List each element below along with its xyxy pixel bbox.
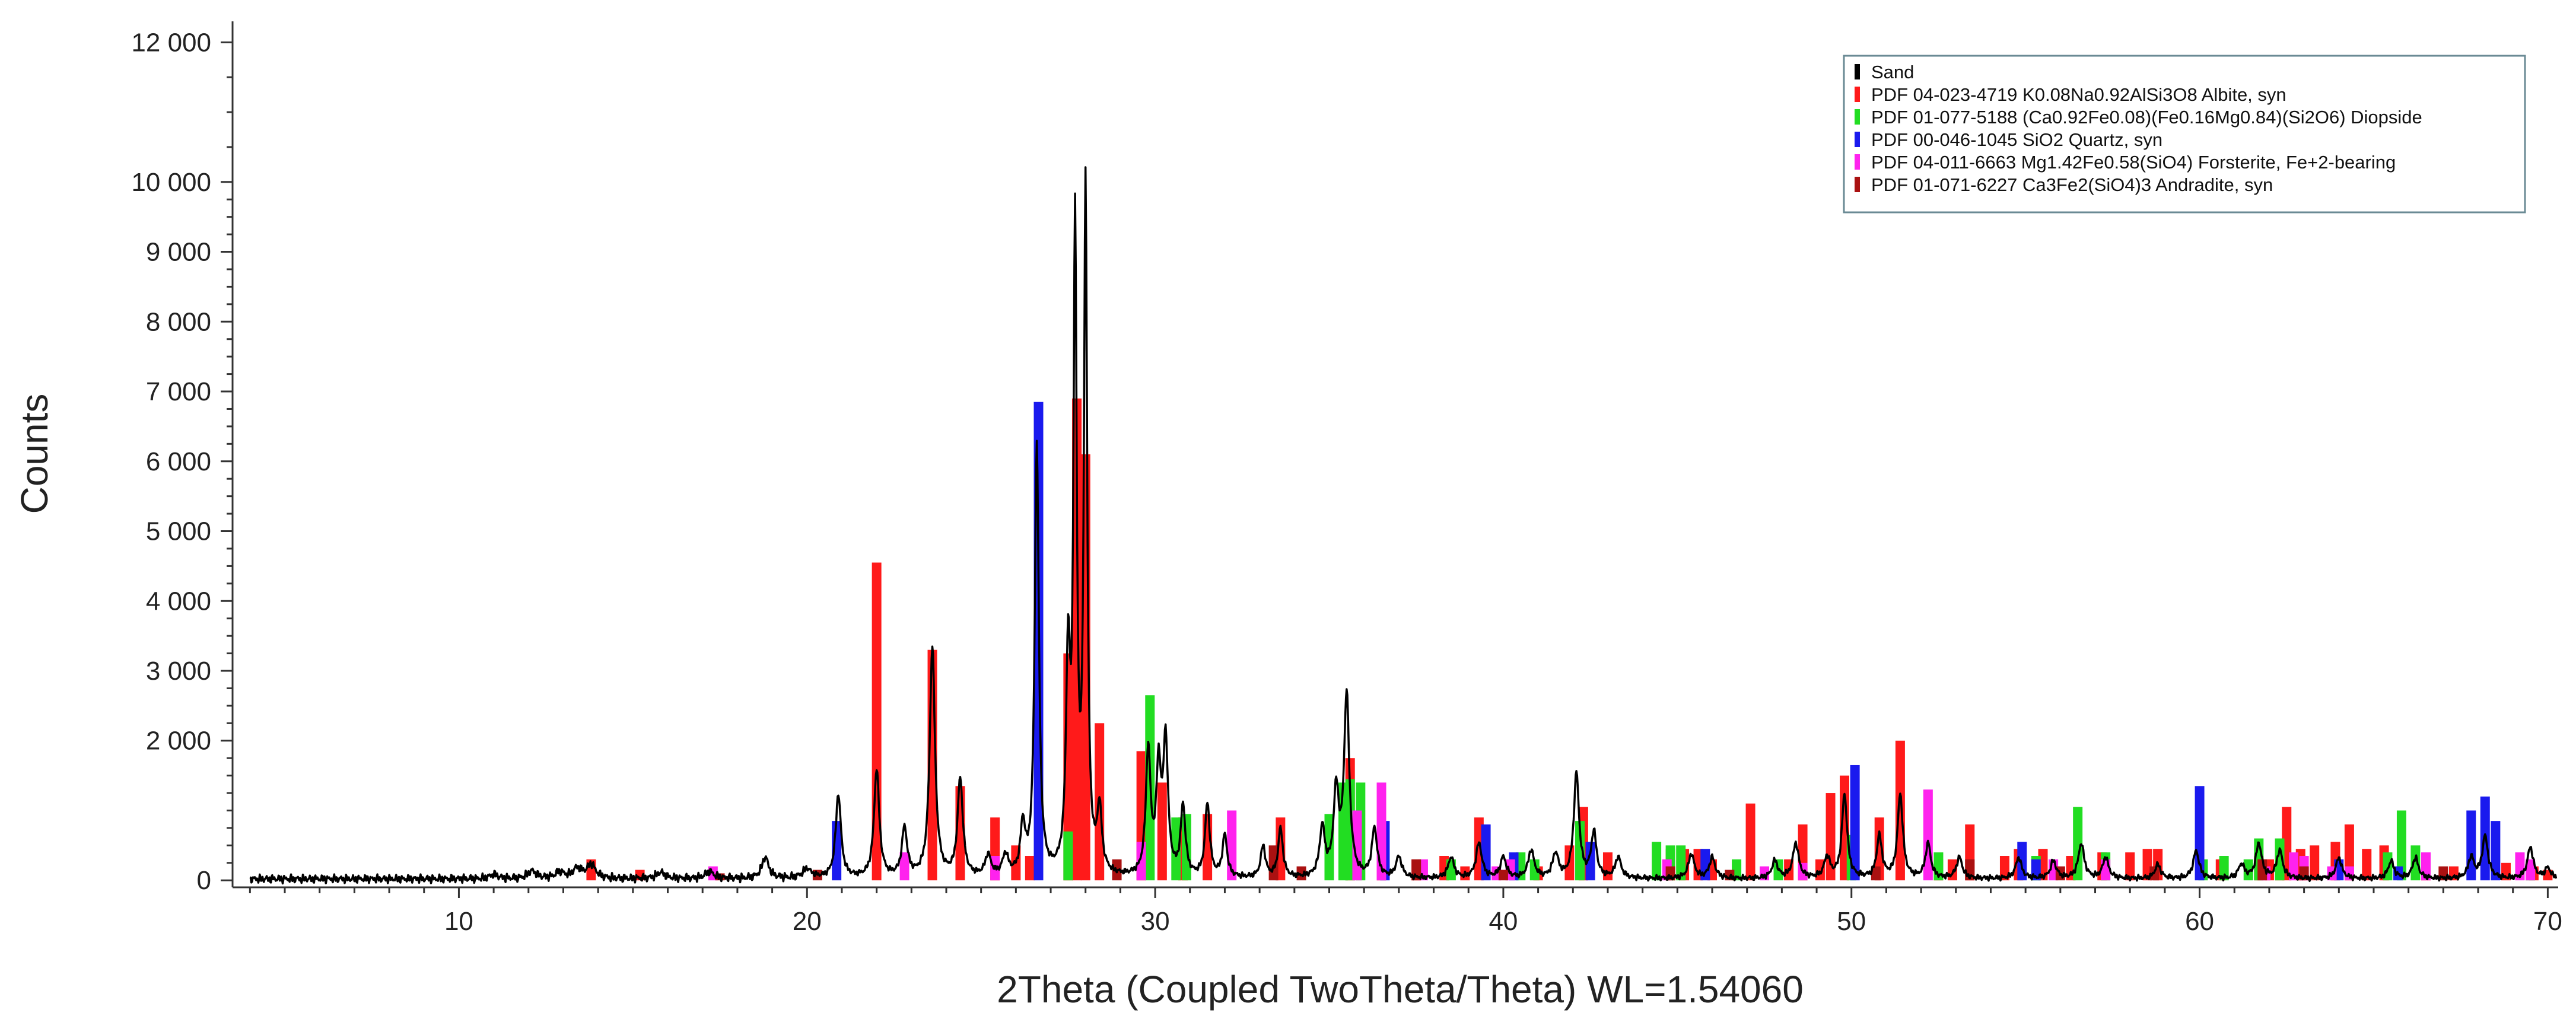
y-tick-label: 4 000 bbox=[146, 587, 211, 616]
x-tick-label: 20 bbox=[793, 907, 822, 936]
reference-stick bbox=[1296, 866, 1306, 881]
y-tick-label: 2 000 bbox=[146, 727, 211, 756]
x-tick-label: 10 bbox=[444, 907, 473, 936]
reference-sticks-layer bbox=[586, 398, 2553, 881]
y-tick-label: 9 000 bbox=[146, 238, 211, 267]
reference-stick bbox=[1999, 856, 2009, 881]
reference-stick bbox=[2362, 849, 2372, 881]
reference-stick bbox=[1850, 765, 1860, 881]
legend-swatch bbox=[1855, 64, 1860, 79]
reference-stick bbox=[2219, 856, 2229, 881]
legend-box bbox=[1843, 55, 2526, 214]
legend-label: PDF 00-046-1045 SiO2 Quartz, syn bbox=[1871, 129, 2162, 150]
reference-stick bbox=[1268, 845, 1279, 881]
legend-swatch bbox=[1855, 132, 1860, 147]
legend-swatch bbox=[1855, 177, 1860, 192]
legend-swatch bbox=[1855, 154, 1860, 170]
reference-stick bbox=[1171, 817, 1181, 881]
reference-stick bbox=[1871, 866, 1881, 881]
y-tick-label: 12 000 bbox=[131, 28, 211, 57]
reference-stick bbox=[1923, 789, 1933, 881]
reference-stick bbox=[1063, 831, 1073, 881]
reference-stick bbox=[1072, 398, 1082, 881]
reference-stick bbox=[1025, 856, 1035, 881]
reference-stick bbox=[2310, 845, 2320, 881]
ticks-layer: 10 20 30 40 50 60 70 0 2 000 3 000 4 000 5 000 6 000… bbox=[131, 28, 2562, 936]
reference-stick bbox=[1575, 821, 1585, 881]
legend-label: PDF 01-071-6227 Ca3Fe2(SiO4)3 Andradite,… bbox=[1871, 174, 2273, 195]
legend-label: PDF 01-077-5188 (Ca0.92Fe0.08)(Fe0.16Mg0… bbox=[1871, 107, 2422, 128]
x-tick-label: 50 bbox=[1837, 907, 1866, 936]
reference-stick bbox=[2195, 786, 2205, 881]
reference-stick bbox=[2073, 807, 2083, 881]
reference-stick bbox=[1585, 842, 1595, 881]
reference-stick bbox=[2275, 838, 2285, 881]
reference-stick bbox=[2410, 845, 2421, 881]
reference-stick bbox=[2396, 810, 2406, 881]
x-axis-title: 2Theta (Coupled TwoTheta/Theta) WL=1.540… bbox=[997, 968, 1804, 1011]
sample-pattern-line bbox=[249, 166, 2558, 885]
legend-swatch bbox=[1855, 87, 1860, 102]
reference-stick bbox=[1652, 842, 1662, 881]
reference-stick bbox=[2243, 859, 2253, 881]
reference-stick bbox=[899, 852, 909, 881]
legend-label: PDF 04-023-4719 K0.08Na0.92AlSi3O8 Albit… bbox=[1871, 84, 2286, 105]
reference-pattern-1 bbox=[586, 398, 2553, 881]
reference-stick bbox=[2491, 821, 2501, 881]
legend-swatch bbox=[1855, 109, 1860, 125]
legend-label: Sand bbox=[1871, 62, 1914, 82]
axes-layer bbox=[231, 21, 2558, 888]
reference-stick bbox=[2125, 852, 2135, 881]
y-tick-label: 3 000 bbox=[146, 657, 211, 686]
x-tick-label: 40 bbox=[1489, 907, 1518, 936]
x-tick-label: 60 bbox=[2185, 907, 2214, 936]
y-tick-label: 6 000 bbox=[146, 447, 211, 476]
sample-line-layer bbox=[249, 166, 2558, 885]
reference-stick bbox=[2289, 852, 2299, 881]
y-tick-label: 0 bbox=[197, 866, 211, 895]
y-tick-label: 5 000 bbox=[146, 517, 211, 546]
reference-stick bbox=[2257, 859, 2267, 881]
reference-stick bbox=[1895, 740, 1905, 881]
reference-stick bbox=[1745, 803, 1756, 881]
y-axis-title: Counts bbox=[13, 394, 56, 514]
y-tick-label: 7 000 bbox=[146, 377, 211, 406]
reference-stick bbox=[1498, 870, 1508, 881]
y-tick-label: 10 000 bbox=[131, 168, 211, 197]
reference-stick bbox=[1136, 842, 1146, 881]
y-tick-label: 8 000 bbox=[146, 307, 211, 336]
legend-label: PDF 04-011-6663 Mg1.42Fe0.58(SiO4) Forst… bbox=[1871, 152, 2396, 173]
x-tick-label: 70 bbox=[2533, 907, 2562, 936]
reference-stick bbox=[1157, 782, 1167, 881]
x-tick-label: 30 bbox=[1141, 907, 1170, 936]
reference-stick bbox=[2526, 859, 2536, 881]
reference-stick bbox=[1529, 859, 1540, 881]
reference-stick bbox=[1874, 817, 1884, 881]
reference-stick bbox=[1676, 845, 1686, 881]
reference-stick bbox=[2466, 810, 2476, 881]
